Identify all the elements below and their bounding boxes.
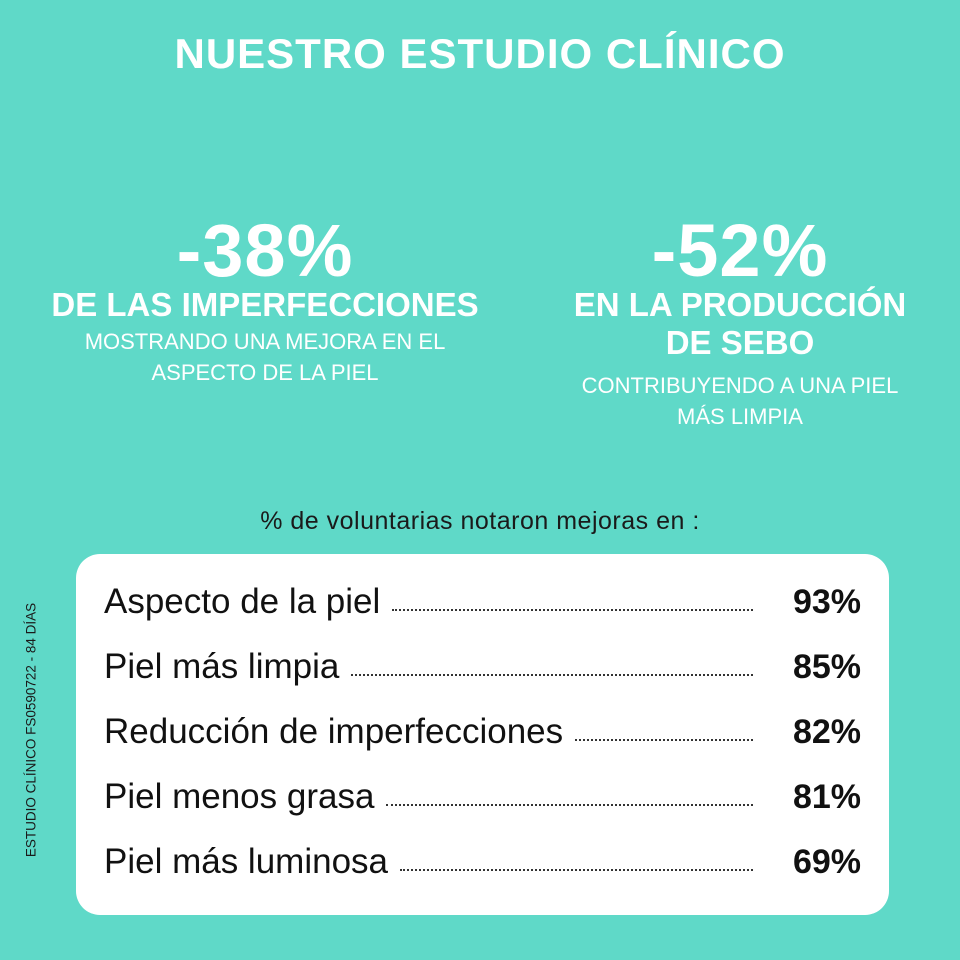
stat-headline-line: DE SEBO [665,324,815,361]
result-percent: 85% [792,648,861,686]
result-row: Piel menos grasa 81% [104,764,861,814]
result-percent: 81% [792,778,861,816]
result-row: Aspecto de la piel 93% [104,569,861,619]
stat-headline-line: EN LA PRODUCCIÓN [573,286,907,323]
result-label: Piel menos grasa [104,777,375,816]
stat-headline-line: DE LAS IMPERFECCIONES [51,286,479,323]
result-label: Aspecto de la piel [104,582,381,621]
result-percent: 93% [792,583,861,621]
stat-description-line: MOSTRANDO UNA MEJORA EN EL [84,329,446,354]
dotted-leader [400,869,753,871]
result-row: Piel más luminosa 69% [104,829,861,879]
results-card: Aspecto de la piel 93% Piel más limpia 8… [76,554,889,915]
result-percent: 82% [792,713,861,751]
result-row: Piel más limpia 85% [104,634,861,684]
stat-description-line: MÁS LIMPIA [677,404,803,429]
dotted-leader [392,609,753,611]
dotted-leader [575,739,753,741]
result-label: Piel más limpia [104,647,340,686]
stat-description-line: CONTRIBUYENDO A UNA PIEL [581,373,899,398]
results-intro: % de voluntarias notaron mejoras en : [260,507,700,535]
result-label: Reducción de imperfecciones [104,712,564,751]
dotted-leader [386,804,753,806]
page-title: NUESTRO ESTUDIO CLÍNICO [174,30,786,77]
stat-value: -52% [651,209,829,292]
study-reference: ESTUDIO CLÍNICO FS0590722 - 84 DÍAS [23,602,39,858]
stat-value: -38% [176,209,354,292]
stat-imperfecciones: -38% DE LAS IMPERFECCIONES MOSTRANDO UNA… [20,212,510,388]
stat-sebo: -52% EN LA PRODUCCIÓN DE SEBO CONTRIBUYE… [520,212,960,432]
stat-description: CONTRIBUYENDO A UNA PIEL MÁS LIMPIA [520,370,960,432]
stat-headline: DE LAS IMPERFECCIONES [20,286,510,324]
stat-headline: EN LA PRODUCCIÓN DE SEBO [520,286,960,362]
dotted-leader [351,674,753,676]
stat-description-line: ASPECTO DE LA PIEL [151,360,379,385]
result-percent: 69% [792,843,861,881]
stat-description: MOSTRANDO UNA MEJORA EN EL ASPECTO DE LA… [20,326,510,388]
result-label: Piel más luminosa [104,842,388,881]
result-row: Reducción de imperfecciones 82% [104,699,861,749]
